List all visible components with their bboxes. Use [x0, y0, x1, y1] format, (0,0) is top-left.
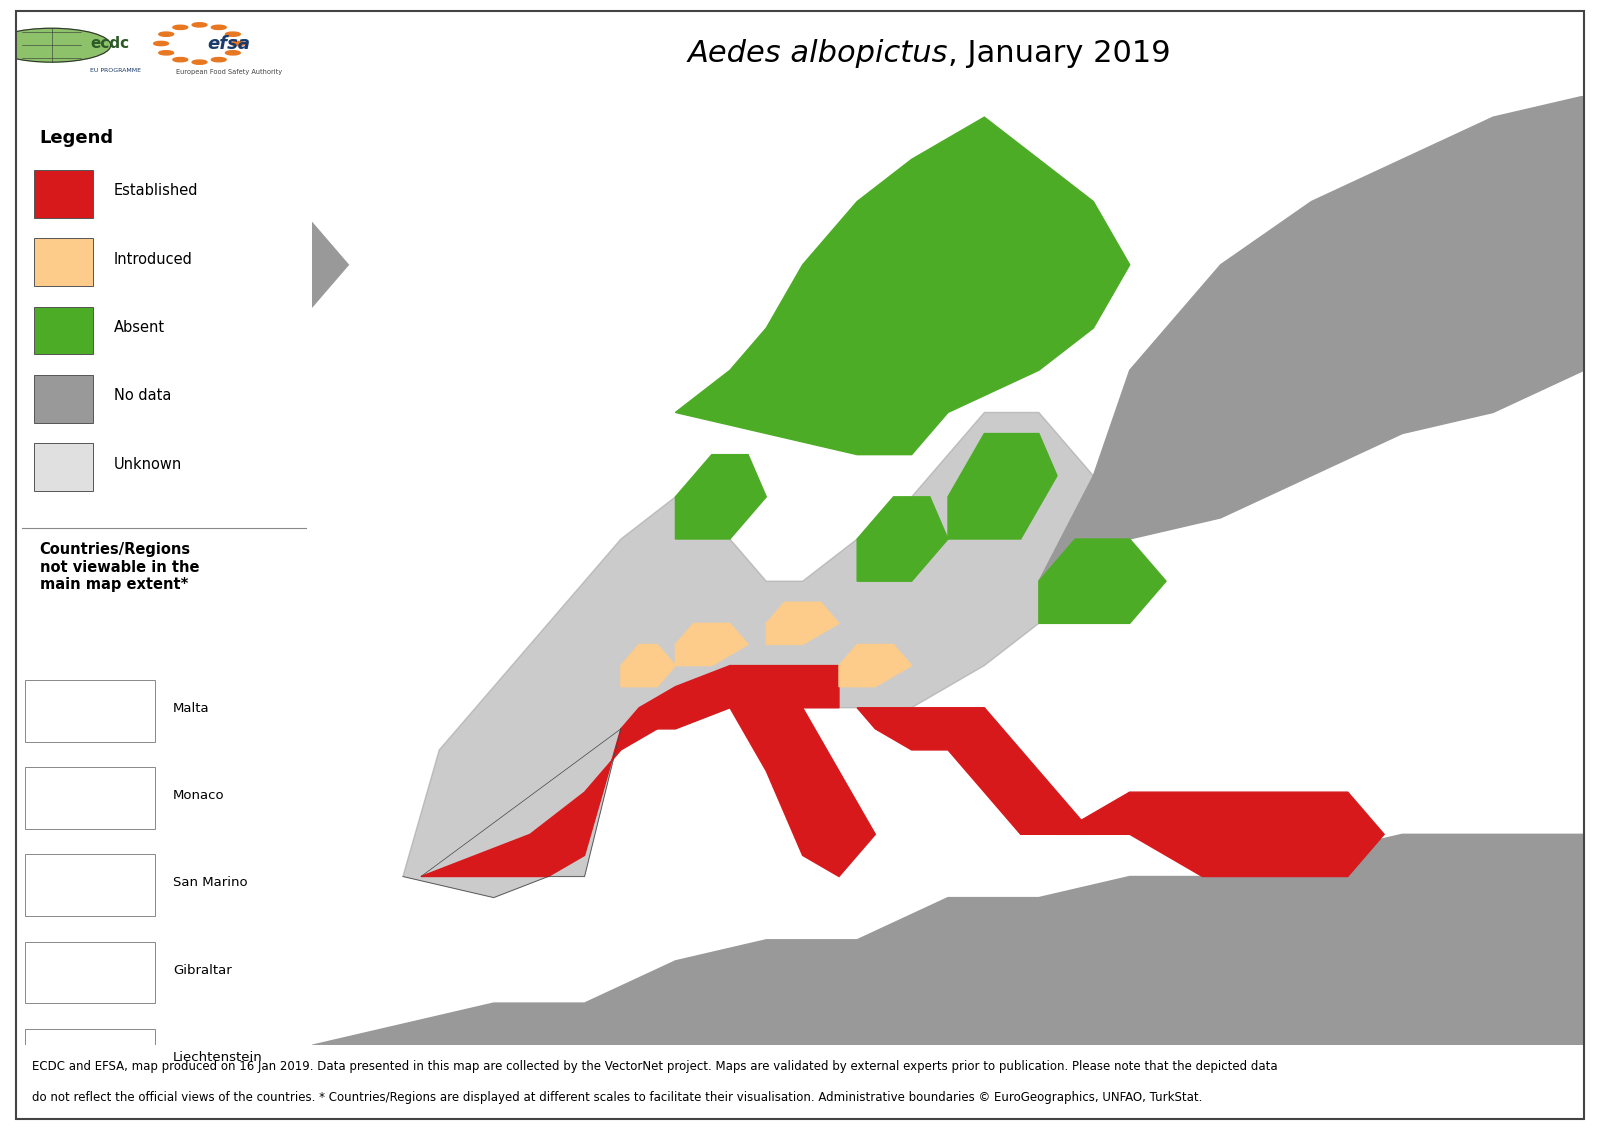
FancyBboxPatch shape	[26, 941, 155, 1003]
Text: Monaco: Monaco	[173, 789, 224, 802]
Text: Unknown: Unknown	[114, 457, 182, 472]
FancyBboxPatch shape	[34, 171, 93, 218]
Circle shape	[0, 28, 110, 62]
Text: San Marino: San Marino	[173, 877, 248, 889]
Polygon shape	[675, 118, 1130, 454]
Polygon shape	[766, 602, 838, 644]
Text: Introduced: Introduced	[114, 252, 192, 267]
Circle shape	[230, 42, 245, 45]
Text: Countries/Regions
not viewable in the
main map extent*: Countries/Regions not viewable in the ma…	[40, 542, 198, 592]
Circle shape	[158, 51, 173, 55]
Text: Gibraltar: Gibraltar	[173, 964, 232, 976]
FancyBboxPatch shape	[26, 680, 155, 741]
Polygon shape	[947, 434, 1058, 539]
Circle shape	[158, 32, 173, 36]
Text: Absent: Absent	[114, 320, 165, 336]
Circle shape	[226, 51, 240, 55]
Circle shape	[211, 58, 226, 62]
Text: EU PROGRAMME: EU PROGRAMME	[90, 68, 141, 73]
Polygon shape	[621, 644, 675, 687]
Polygon shape	[1058, 792, 1384, 877]
Circle shape	[192, 23, 206, 27]
Text: Liechtenstein: Liechtenstein	[173, 1051, 262, 1064]
Polygon shape	[403, 412, 1130, 897]
Polygon shape	[675, 454, 766, 539]
FancyBboxPatch shape	[34, 443, 93, 490]
Text: ECDC and EFSA, map produced on 16 Jan 2019. Data presented in this map are colle: ECDC and EFSA, map produced on 16 Jan 20…	[32, 1060, 1277, 1073]
Polygon shape	[675, 624, 749, 666]
Text: Legend: Legend	[40, 129, 114, 147]
Text: Aedes albopictus: Aedes albopictus	[688, 40, 947, 68]
Polygon shape	[858, 707, 1093, 834]
FancyBboxPatch shape	[34, 238, 93, 286]
Circle shape	[192, 60, 206, 64]
Text: do not reflect the official views of the countries. * Countries/Regions are disp: do not reflect the official views of the…	[32, 1090, 1202, 1104]
Polygon shape	[1038, 96, 1584, 581]
Circle shape	[154, 42, 168, 45]
FancyBboxPatch shape	[26, 1029, 155, 1090]
FancyBboxPatch shape	[34, 306, 93, 354]
Text: efsa: efsa	[208, 35, 251, 52]
Polygon shape	[730, 707, 875, 877]
Polygon shape	[421, 707, 675, 877]
Text: No data: No data	[114, 389, 171, 403]
Circle shape	[173, 25, 187, 29]
FancyBboxPatch shape	[26, 1116, 155, 1130]
FancyBboxPatch shape	[26, 767, 155, 828]
Polygon shape	[312, 834, 1584, 1045]
FancyBboxPatch shape	[26, 854, 155, 916]
Polygon shape	[621, 666, 838, 729]
Text: Malta: Malta	[173, 702, 210, 715]
Text: ecdc: ecdc	[90, 36, 130, 51]
Polygon shape	[858, 497, 947, 581]
Polygon shape	[149, 223, 349, 307]
Circle shape	[211, 25, 226, 29]
Text: , January 2019: , January 2019	[947, 40, 1171, 68]
Text: European Food Safety Authority: European Food Safety Authority	[176, 69, 282, 76]
Circle shape	[173, 58, 187, 62]
FancyBboxPatch shape	[34, 375, 93, 423]
Text: Established: Established	[114, 183, 198, 199]
Circle shape	[226, 32, 240, 36]
Polygon shape	[1038, 539, 1166, 624]
Polygon shape	[838, 644, 912, 687]
